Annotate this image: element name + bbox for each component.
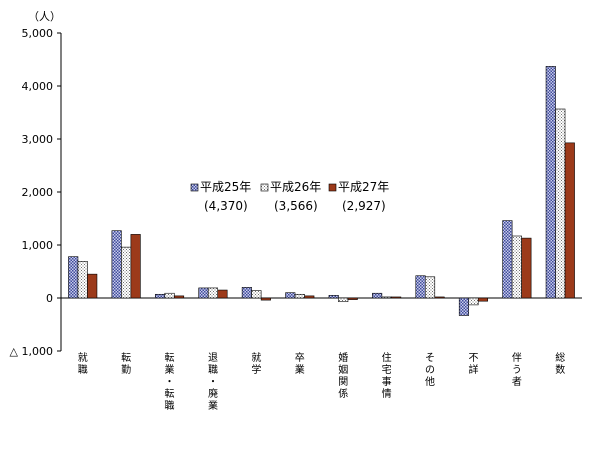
y-tick-label: 4,000 — [22, 80, 54, 93]
legend: 平成25年 (4,370) 平成26年 (3,566) 平成27年 (2,927) — [190, 180, 389, 213]
y-tick-label: △ 1,000 — [10, 345, 53, 358]
y-tick-label: 0 — [46, 292, 53, 305]
legend-series-name: 平成25年 — [200, 180, 251, 194]
bar — [294, 293, 305, 299]
bar — [468, 297, 479, 306]
bar — [458, 297, 470, 316]
bar — [241, 287, 252, 299]
bar — [564, 142, 575, 299]
y-tick-label: 3,000 — [22, 133, 54, 146]
bar — [304, 295, 315, 299]
bar — [328, 295, 339, 299]
bar — [511, 235, 522, 299]
bar — [198, 287, 209, 299]
category-label: 就学 — [251, 351, 261, 376]
legend-total-label: (2,927) — [342, 199, 386, 213]
category-label: 転勤 — [121, 352, 131, 376]
category-label: 住宅事情 — [382, 351, 392, 400]
y-tick-label: 5,000 — [22, 27, 54, 40]
bar — [424, 276, 436, 299]
bar — [111, 230, 122, 299]
category-label: 不詳 — [468, 353, 478, 376]
x-axis-labels: 就職 転勤 転業・転職 退職・廃業 就学 卒業 婚姻関係 住宅事情 その他 不詳 伴う者 総数 — [78, 351, 566, 412]
y-axis-unit: （人） — [28, 10, 61, 23]
category-label: その他 — [425, 352, 435, 388]
bar — [545, 66, 556, 299]
y-axis: 5,000 4,000 3,000 2,000 1,000 0 △ 1,000 — [10, 27, 582, 358]
bar — [251, 290, 262, 299]
y-tick-label: 1,000 — [22, 239, 54, 252]
bar — [87, 273, 98, 299]
category-label: 婚姻関係 — [338, 351, 348, 400]
bar — [521, 237, 532, 299]
category-label: 卒業 — [295, 351, 305, 376]
bar — [338, 297, 349, 303]
bar — [154, 293, 166, 299]
bar — [173, 295, 185, 299]
bar — [217, 289, 228, 299]
y-tick-label: 2,000 — [22, 186, 54, 199]
bar — [477, 297, 489, 302]
bar — [347, 297, 358, 300]
category-label: 転業・転職 — [165, 352, 175, 412]
bar — [121, 246, 132, 299]
bar — [415, 275, 426, 299]
category-label: 総数 — [555, 351, 565, 376]
legend-series-name: 平成27年 — [338, 180, 389, 194]
category-label: 退職・廃業 — [208, 352, 218, 412]
legend-swatch — [190, 183, 199, 192]
category-label: 就職 — [78, 351, 88, 376]
legend-total-label: (3,566) — [274, 199, 318, 213]
legend-total-label: (4,370) — [204, 199, 248, 213]
bar — [434, 296, 445, 299]
category-label: 伴う者 — [512, 351, 522, 388]
bar — [130, 234, 141, 299]
bar — [207, 287, 219, 299]
legend-swatch — [328, 183, 337, 192]
bar — [555, 108, 566, 299]
legend-swatch — [260, 183, 269, 192]
bar — [68, 256, 79, 299]
bar-series-group — [68, 66, 575, 316]
bar — [77, 261, 88, 299]
bar — [285, 292, 296, 299]
bar — [502, 220, 513, 299]
bar — [391, 296, 402, 299]
bar — [381, 296, 392, 299]
bar — [164, 292, 175, 299]
bar — [260, 297, 271, 301]
bar — [372, 292, 383, 299]
legend-series-name: 平成26年 — [270, 180, 321, 194]
